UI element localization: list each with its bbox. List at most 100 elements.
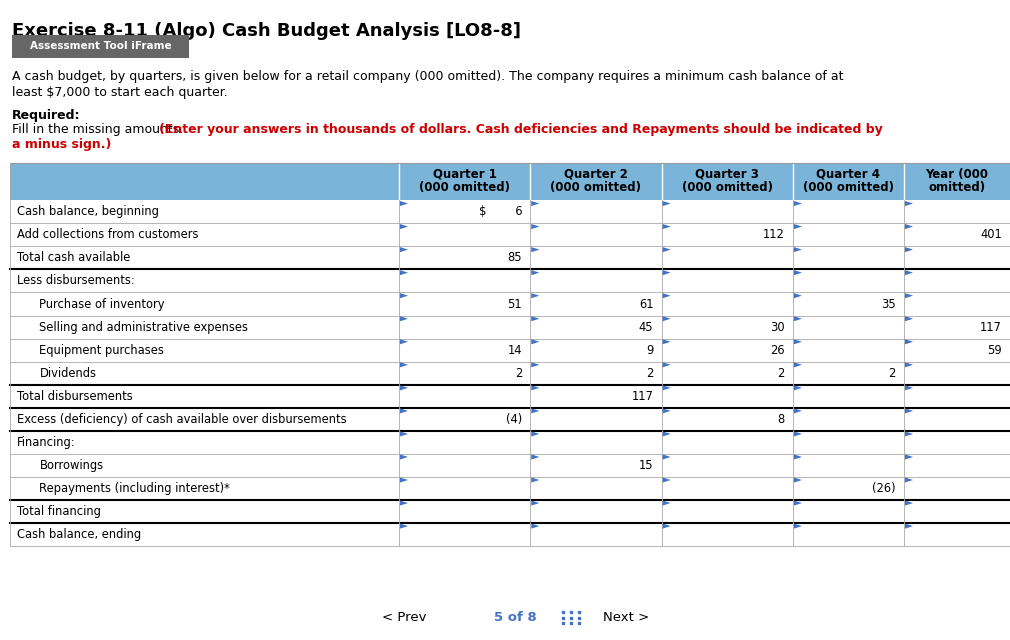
- Polygon shape: [531, 524, 539, 529]
- Polygon shape: [905, 270, 913, 275]
- Polygon shape: [400, 201, 408, 206]
- Polygon shape: [794, 201, 802, 206]
- Text: (Enter your answers in thousands of dollars. Cash deficiencies and Repayments sh: (Enter your answers in thousands of doll…: [159, 123, 883, 136]
- Polygon shape: [905, 385, 913, 390]
- Polygon shape: [905, 293, 913, 298]
- Text: omitted): omitted): [928, 181, 986, 194]
- Polygon shape: [794, 224, 802, 229]
- Polygon shape: [794, 408, 802, 413]
- Text: 51: 51: [508, 298, 522, 310]
- Text: 2: 2: [515, 367, 522, 380]
- Polygon shape: [794, 362, 802, 367]
- Polygon shape: [663, 500, 671, 506]
- Text: 9: 9: [646, 344, 653, 356]
- Text: (000 omitted): (000 omitted): [682, 181, 773, 194]
- Text: 8: 8: [778, 413, 785, 426]
- Text: Quarter 2: Quarter 2: [564, 168, 628, 180]
- Polygon shape: [663, 362, 671, 367]
- Polygon shape: [663, 408, 671, 413]
- Polygon shape: [905, 454, 913, 460]
- Polygon shape: [663, 454, 671, 460]
- Text: (000 omitted): (000 omitted): [803, 181, 894, 194]
- Text: 117: 117: [980, 321, 1002, 333]
- Polygon shape: [531, 201, 539, 206]
- Polygon shape: [794, 293, 802, 298]
- Polygon shape: [531, 224, 539, 229]
- Polygon shape: [663, 201, 671, 206]
- Polygon shape: [531, 385, 539, 390]
- Polygon shape: [794, 316, 802, 321]
- Text: Dividends: Dividends: [39, 367, 96, 380]
- Text: Exercise 8-11 (Algo) Cash Budget Analysis [LO8-8]: Exercise 8-11 (Algo) Cash Budget Analysi…: [12, 22, 521, 40]
- Polygon shape: [531, 500, 539, 506]
- Text: Quarter 4: Quarter 4: [816, 168, 881, 180]
- Polygon shape: [663, 247, 671, 252]
- Polygon shape: [663, 339, 671, 344]
- Text: 117: 117: [631, 390, 653, 403]
- Polygon shape: [400, 293, 408, 298]
- Polygon shape: [794, 454, 802, 460]
- Polygon shape: [794, 339, 802, 344]
- Text: Selling and administrative expenses: Selling and administrative expenses: [39, 321, 248, 333]
- Text: Add collections from customers: Add collections from customers: [17, 228, 199, 241]
- Polygon shape: [905, 431, 913, 436]
- Text: (4): (4): [506, 413, 522, 426]
- Polygon shape: [905, 247, 913, 252]
- Text: Total financing: Total financing: [17, 505, 101, 518]
- Text: 2: 2: [889, 367, 896, 380]
- Text: Purchase of inventory: Purchase of inventory: [39, 298, 165, 310]
- Polygon shape: [663, 431, 671, 436]
- Text: 85: 85: [508, 252, 522, 264]
- Polygon shape: [400, 270, 408, 275]
- Text: 59: 59: [988, 344, 1002, 356]
- Bar: [10, 163, 1010, 200]
- Text: Less disbursements:: Less disbursements:: [17, 275, 135, 287]
- Polygon shape: [794, 431, 802, 436]
- Polygon shape: [905, 500, 913, 506]
- Text: Cash balance, beginning: Cash balance, beginning: [17, 205, 159, 218]
- Polygon shape: [663, 477, 671, 483]
- Text: Quarter 3: Quarter 3: [695, 168, 760, 180]
- Text: 112: 112: [763, 228, 785, 241]
- Polygon shape: [663, 293, 671, 298]
- Text: Repayments (including interest)*: Repayments (including interest)*: [39, 482, 230, 495]
- Polygon shape: [400, 247, 408, 252]
- Polygon shape: [794, 524, 802, 529]
- Text: Fill in the missing amounts.: Fill in the missing amounts.: [12, 123, 188, 136]
- Text: 401: 401: [980, 228, 1002, 241]
- Text: 14: 14: [508, 344, 522, 356]
- Text: Total disbursements: Total disbursements: [17, 390, 133, 403]
- Polygon shape: [905, 477, 913, 483]
- Text: < Prev: < Prev: [382, 611, 426, 624]
- Text: Quarter 1: Quarter 1: [432, 168, 497, 180]
- Polygon shape: [905, 316, 913, 321]
- Polygon shape: [400, 524, 408, 529]
- Bar: [12, 35, 189, 58]
- Polygon shape: [400, 408, 408, 413]
- Text: 5 of 8: 5 of 8: [494, 611, 536, 624]
- Polygon shape: [663, 270, 671, 275]
- Text: Borrowings: Borrowings: [39, 459, 103, 472]
- Text: $        6: $ 6: [479, 205, 522, 218]
- Text: Next >: Next >: [603, 611, 649, 624]
- Polygon shape: [400, 454, 408, 460]
- Text: (000 omitted): (000 omitted): [550, 181, 641, 194]
- Polygon shape: [794, 270, 802, 275]
- Polygon shape: [905, 224, 913, 229]
- Polygon shape: [794, 477, 802, 483]
- Text: Year (000: Year (000: [925, 168, 989, 180]
- Text: Equipment purchases: Equipment purchases: [39, 344, 165, 356]
- Text: Excess (deficiency) of cash available over disbursements: Excess (deficiency) of cash available ov…: [17, 413, 346, 426]
- Polygon shape: [531, 477, 539, 483]
- Polygon shape: [400, 431, 408, 436]
- Polygon shape: [531, 362, 539, 367]
- Polygon shape: [400, 224, 408, 229]
- Polygon shape: [531, 339, 539, 344]
- Polygon shape: [794, 500, 802, 506]
- Polygon shape: [663, 524, 671, 529]
- Polygon shape: [400, 477, 408, 483]
- Text: least $7,000 to start each quarter.: least $7,000 to start each quarter.: [12, 86, 228, 99]
- Polygon shape: [663, 224, 671, 229]
- Text: 15: 15: [639, 459, 653, 472]
- Text: a minus sign.): a minus sign.): [12, 138, 111, 150]
